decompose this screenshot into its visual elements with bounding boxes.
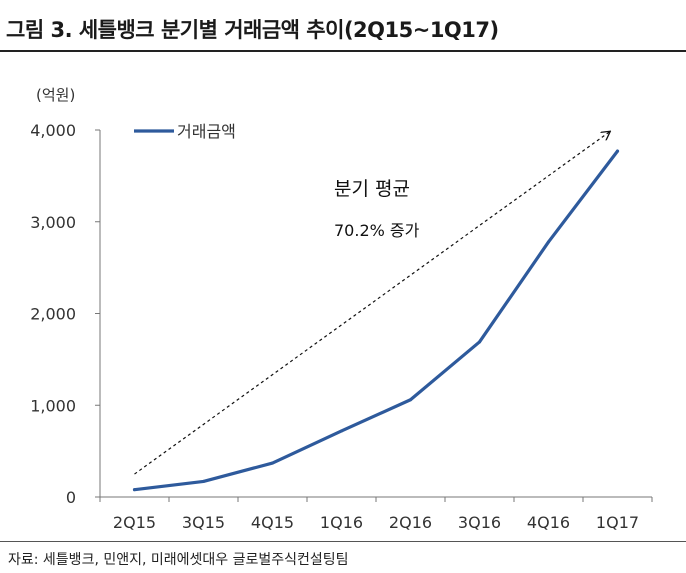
x-tick-label: 3Q16: [458, 513, 501, 532]
source-note: 자료: 세틀뱅크, 민앤지, 미래에셋대우 글로벌주식컨설팅팀: [8, 552, 349, 568]
data-point: [547, 240, 550, 244]
data-point: [340, 429, 343, 433]
x-tick-label: 2Q15: [113, 513, 156, 532]
annotation-title: 분기 평균: [334, 178, 410, 200]
x-tick-label: 1Q16: [320, 513, 363, 532]
chart-title: 그림 3. 세틀뱅크 분기별 거래금액 추이(2Q15~1Q17): [6, 18, 499, 42]
y-tick-label: 0: [66, 488, 76, 507]
legend-label: 거래금액: [177, 122, 236, 141]
x-tick-label: 2Q16: [389, 513, 432, 532]
data-point: [202, 479, 205, 483]
y-tick-label: 1,000: [30, 396, 76, 415]
x-tick-label: 4Q15: [251, 513, 294, 532]
y-unit-label: (억원): [36, 86, 75, 104]
x-tick-label: 1Q17: [596, 513, 639, 532]
y-tick-label: 2,000: [30, 305, 76, 324]
footer-divider: [0, 541, 686, 542]
data-point: [616, 149, 619, 153]
annotation-value: 70.2% 증가: [334, 221, 420, 240]
series-line: [132, 149, 620, 492]
data-point: [271, 461, 274, 465]
data-point: [133, 488, 136, 492]
data-point: [409, 398, 412, 402]
x-tick-label: 4Q16: [527, 513, 570, 532]
trend-arrow: [134, 132, 610, 475]
y-tick-label: 4,000: [30, 121, 76, 140]
data-point: [478, 340, 481, 344]
x-tick-label: 3Q15: [182, 513, 225, 532]
y-tick-label: 3,000: [30, 213, 76, 232]
line-chart: 0 1,000 2,000 3,000 4,000 2Q15 3Q15 4Q15 1Q16 2Q1…: [30, 86, 653, 532]
title-divider: [0, 50, 686, 52]
